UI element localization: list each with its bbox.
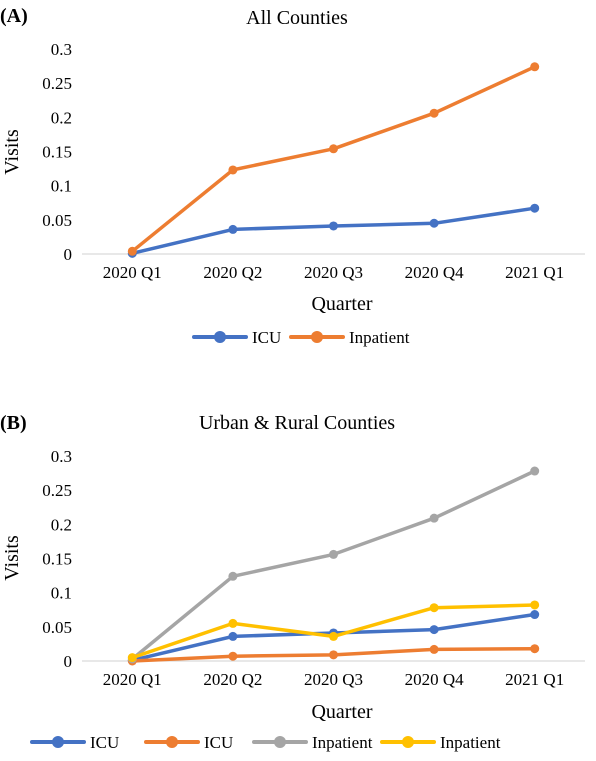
- data-point: [228, 571, 238, 581]
- data-point: [127, 246, 137, 256]
- y-tick-label: 0.15: [42, 550, 72, 569]
- x-axis-title-b: Quarter: [311, 701, 372, 723]
- legend-b: ICU ICU Inpatient Inpatient: [30, 733, 501, 752]
- data-point: [329, 144, 338, 154]
- y-axis-title-b: Visits: [1, 535, 23, 581]
- y-tick-label: 0.3: [51, 447, 72, 466]
- data-point: [530, 610, 540, 620]
- y-tick-label: 0.2: [51, 515, 72, 534]
- legend-label: ICU: [252, 328, 281, 347]
- y-tick-label: 0.2: [51, 108, 72, 127]
- data-point: [329, 650, 338, 660]
- x-tick-label: 2020 Q1: [103, 670, 162, 689]
- plot-area-a: 0 0.05 0.1 0.15 0.2 0.25 0.3 2020 Q1 2020 Q2 2020…: [42, 40, 585, 282]
- legend-swatch-marker: [214, 331, 226, 343]
- y-tick-label: 0.25: [42, 481, 72, 500]
- y-tick-label: 0: [64, 245, 73, 264]
- x-axis-title-a: Quarter: [311, 293, 372, 315]
- data-point: [228, 165, 238, 175]
- data-point: [127, 653, 137, 663]
- legend-swatch-marker: [311, 331, 323, 343]
- data-point: [329, 631, 338, 641]
- y-tick-label: 0.05: [42, 211, 72, 230]
- data-point: [429, 625, 439, 635]
- x-tick-label: 2020 Q4: [405, 263, 465, 282]
- data-point: [429, 513, 439, 523]
- data-point: [429, 108, 439, 118]
- legend-swatch-marker: [402, 736, 414, 748]
- chart-title-a: All Counties: [246, 7, 348, 29]
- legend-label: Inpatient: [440, 733, 501, 752]
- y-axis-title-a: Visits: [1, 129, 23, 175]
- x-tick-label: 2021 Q1: [505, 263, 564, 282]
- legend-a: ICU Inpatient: [192, 328, 410, 347]
- data-point: [329, 549, 338, 559]
- series-line-icu-0: [130, 206, 537, 256]
- panel-label-b: (B): [0, 412, 27, 434]
- data-point: [429, 218, 439, 228]
- panel-label-a: (A): [0, 5, 28, 27]
- legend-label: ICU: [90, 733, 119, 752]
- data-point: [530, 62, 540, 72]
- x-tick-label: 2020 Q2: [203, 263, 262, 282]
- x-tick-label: 2020 Q2: [203, 670, 262, 689]
- data-point: [530, 644, 540, 654]
- x-tick-label: 2020 Q1: [103, 263, 162, 282]
- data-point: [530, 466, 540, 476]
- data-point: [228, 224, 238, 234]
- data-point: [329, 221, 338, 231]
- y-tick-label: 0.1: [51, 177, 72, 196]
- data-point: [530, 600, 540, 610]
- data-point: [429, 603, 439, 613]
- legend-label: Inpatient: [349, 328, 410, 347]
- plot-area-b: 0 0.05 0.1 0.15 0.2 0.25 0.3 2020 Q1 2020 Q2 2020…: [42, 447, 585, 689]
- data-point: [228, 651, 238, 661]
- x-tick-label: 2020 Q4: [405, 670, 465, 689]
- legend-swatch-marker: [52, 736, 64, 748]
- x-tick-label: 2020 Q3: [304, 263, 363, 282]
- y-tick-label: 0: [64, 652, 73, 671]
- legend-swatch-marker: [274, 736, 286, 748]
- x-tick-label: 2020 Q3: [304, 670, 363, 689]
- legend-label: ICU: [204, 733, 233, 752]
- legend-swatch-marker: [166, 736, 178, 748]
- y-tick-label: 0.05: [42, 618, 72, 637]
- y-tick-label: 0.3: [51, 40, 72, 59]
- y-tick-label: 0.25: [42, 74, 72, 93]
- chart-title-b: Urban & Rural Counties: [199, 412, 395, 434]
- data-point: [429, 644, 439, 654]
- data-point: [228, 631, 238, 641]
- y-tick-label: 0.15: [42, 143, 72, 162]
- data-point: [228, 618, 238, 628]
- y-tick-label: 0.1: [51, 584, 72, 603]
- legend-label: Inpatient: [312, 733, 373, 752]
- x-tick-label: 2021 Q1: [505, 670, 564, 689]
- data-point: [530, 203, 540, 213]
